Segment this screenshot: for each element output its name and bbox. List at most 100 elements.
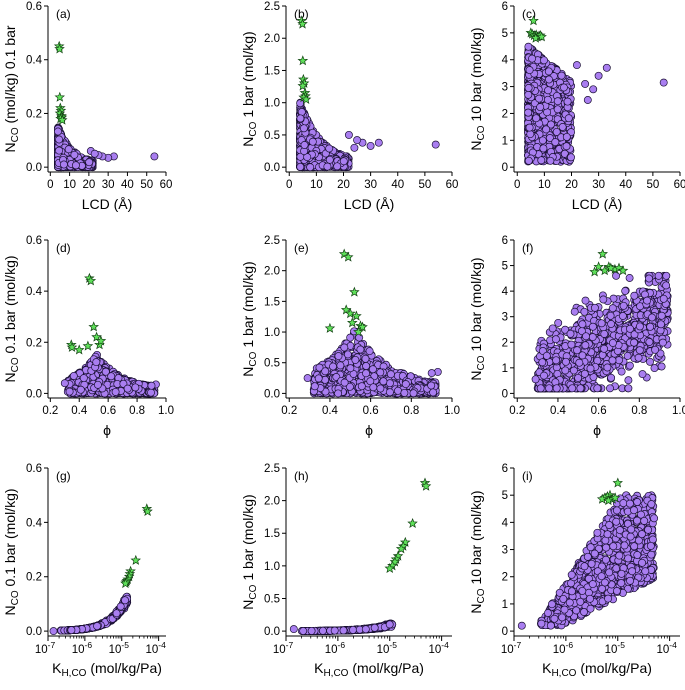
data-point xyxy=(557,71,566,80)
y-tick-label: 0.4 xyxy=(26,286,43,298)
x-tick-label: 60 xyxy=(674,179,685,191)
y-tick-label: 5 xyxy=(502,28,508,40)
y-tick-label: 0.2 xyxy=(26,337,42,349)
x-tick-label: 0.6 xyxy=(591,405,607,417)
x-tick-label: 0.4 xyxy=(71,405,88,417)
data-point xyxy=(553,97,562,106)
data-point xyxy=(559,83,568,92)
y-axis-label: NCO 10 bar (mol/kg) xyxy=(468,27,487,150)
x-tick-label: 50 xyxy=(140,179,153,191)
data-point xyxy=(562,132,571,141)
data-point xyxy=(70,150,79,159)
star-point xyxy=(57,114,68,125)
data-point xyxy=(547,120,555,129)
y-tick-label: 0.0 xyxy=(264,388,280,400)
data-point xyxy=(524,108,533,117)
data-point xyxy=(543,95,552,104)
star-point xyxy=(297,80,309,91)
x-tick-label: 0 xyxy=(47,179,53,191)
x-tick-label: 1.0 xyxy=(444,405,460,417)
star-point xyxy=(300,93,312,104)
y-tick-label: 4 xyxy=(502,286,509,298)
x-tick-label: 0.6 xyxy=(100,405,116,417)
data-point xyxy=(55,135,64,144)
panel-label: (d) xyxy=(56,241,71,255)
data-point-outlier xyxy=(350,143,359,152)
data-point xyxy=(310,382,319,391)
x-tick-label: 60 xyxy=(446,179,459,191)
data-point xyxy=(323,162,332,171)
star-point xyxy=(357,321,368,332)
y-tick-label: 3 xyxy=(502,82,508,94)
data-point-outlier xyxy=(427,369,436,378)
data-point xyxy=(343,350,352,359)
y-axis-label: NCO (mol/kg) 0.1 bar xyxy=(2,25,21,152)
data-point xyxy=(111,387,120,396)
y-tick-label: 1 xyxy=(502,363,508,375)
data-point xyxy=(296,162,305,171)
data-point xyxy=(361,354,370,363)
data-point xyxy=(79,374,88,383)
data-point xyxy=(562,142,571,151)
data-point xyxy=(325,155,334,164)
data-point xyxy=(55,146,64,155)
star-point xyxy=(347,317,358,328)
x-tick-label: 0 xyxy=(514,179,520,191)
x-tick-label: 10 xyxy=(538,179,551,191)
star-point xyxy=(349,286,360,297)
data-point xyxy=(558,123,567,131)
data-point xyxy=(123,384,132,393)
data-point xyxy=(92,358,101,367)
panel-label: (e) xyxy=(294,241,309,255)
panel-b: 0.00.51.01.52.02.50 10 20 30 40 50 60(b)LCD (Å… xyxy=(240,1,458,212)
data-point xyxy=(638,370,647,379)
x-tick-label: 0.8 xyxy=(129,405,145,417)
data-point xyxy=(296,99,305,108)
data-point-outlier xyxy=(659,78,668,87)
data-point-outlier xyxy=(583,96,592,104)
data-point xyxy=(346,364,355,373)
data-point xyxy=(315,363,324,372)
data-point xyxy=(544,67,553,76)
star-point xyxy=(353,326,364,337)
data-point xyxy=(306,163,315,172)
y-tick-label: 2 xyxy=(502,337,508,349)
x-tick-label: 0.2 xyxy=(42,405,58,417)
data-point xyxy=(71,161,80,170)
y-tick-label: 0.0 xyxy=(264,162,280,174)
data-point-outlier xyxy=(353,136,362,145)
data-point xyxy=(524,84,533,92)
data-point xyxy=(524,90,533,99)
data-point xyxy=(76,385,85,394)
x-tick-label: 1.0 xyxy=(672,405,685,417)
data-point xyxy=(356,345,365,354)
x-tick-label: 40 xyxy=(619,179,632,191)
data-point xyxy=(524,156,533,165)
panel-label: (f) xyxy=(522,241,533,255)
data-point xyxy=(93,380,102,389)
scatter-points xyxy=(53,40,159,172)
data-point xyxy=(334,389,343,398)
x-tick-label: 50 xyxy=(418,179,431,191)
data-point xyxy=(357,382,366,391)
star-point xyxy=(66,341,78,352)
y-tick-label: 0.4 xyxy=(26,55,43,67)
y-tick-label: 2.5 xyxy=(264,1,280,13)
y-tick-label: 4 xyxy=(502,55,509,67)
x-axis-label: ϕ xyxy=(593,422,601,438)
data-point-outlier xyxy=(150,152,159,161)
data-point xyxy=(340,378,349,387)
data-point xyxy=(351,355,360,364)
data-point xyxy=(564,114,573,123)
data-point xyxy=(539,144,548,153)
x-axis-label: LCD (Å) xyxy=(572,196,623,212)
scatter-points xyxy=(60,272,160,398)
scatter-points xyxy=(303,248,442,398)
x-tick-label: 0.2 xyxy=(509,405,525,417)
data-point xyxy=(409,389,418,398)
star-point xyxy=(85,275,97,286)
data-point-outlier xyxy=(594,71,603,80)
data-point xyxy=(297,108,306,116)
data-point-outlier xyxy=(431,140,440,149)
x-tick-label: 10 xyxy=(63,179,76,191)
